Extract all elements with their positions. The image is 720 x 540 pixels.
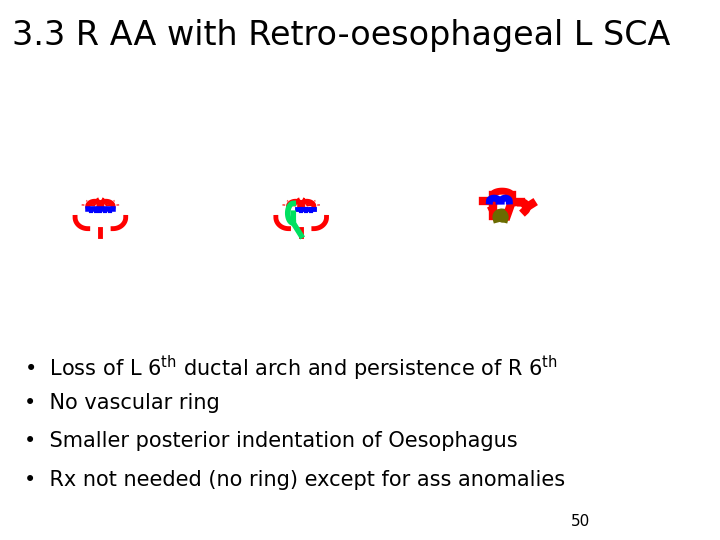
Text: •  No vascular ring: • No vascular ring (24, 393, 220, 413)
Polygon shape (498, 210, 509, 222)
Text: 50: 50 (571, 514, 590, 529)
Text: •  Smaller posterior indentation of Oesophagus: • Smaller posterior indentation of Oesop… (24, 431, 518, 451)
Text: 3.3 R AA with Retro-oesophageal L SCA: 3.3 R AA with Retro-oesophageal L SCA (12, 19, 670, 52)
Text: •  Rx not needed (no ring) except for ass anomalies: • Rx not needed (no ring) except for ass… (24, 470, 565, 490)
Text: •  Loss of L 6$^{\mathregular{th}}$ ductal arch and persistence of R 6$^{\mathre: • Loss of L 6$^{\mathregular{th}}$ ducta… (24, 354, 558, 383)
